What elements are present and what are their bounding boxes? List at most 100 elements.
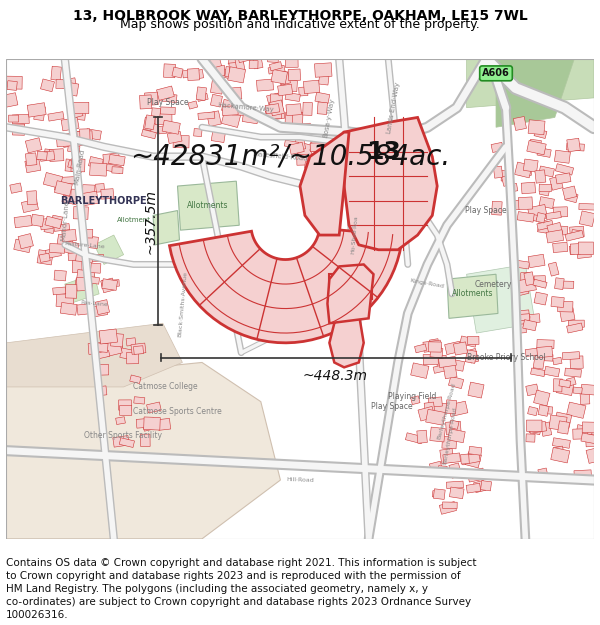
Polygon shape <box>265 104 280 114</box>
Polygon shape <box>533 279 547 288</box>
Polygon shape <box>6 362 280 539</box>
Polygon shape <box>467 264 535 333</box>
Text: Brooke Priory School: Brooke Priory School <box>467 353 545 362</box>
Polygon shape <box>467 468 485 482</box>
Text: Play Space: Play Space <box>147 98 188 107</box>
Polygon shape <box>40 218 53 230</box>
Polygon shape <box>25 138 42 153</box>
Polygon shape <box>44 220 56 234</box>
Polygon shape <box>300 132 349 235</box>
Polygon shape <box>56 79 71 89</box>
Polygon shape <box>582 422 598 433</box>
Polygon shape <box>89 254 104 261</box>
Polygon shape <box>415 344 427 353</box>
Polygon shape <box>508 200 520 209</box>
Text: Allotments: Allotments <box>187 201 229 210</box>
Polygon shape <box>40 79 55 92</box>
Polygon shape <box>31 214 44 227</box>
Polygon shape <box>314 62 332 78</box>
Polygon shape <box>12 114 29 124</box>
Polygon shape <box>228 52 245 67</box>
Polygon shape <box>537 221 553 230</box>
Polygon shape <box>163 64 176 78</box>
Polygon shape <box>430 339 439 349</box>
Polygon shape <box>83 236 98 249</box>
Polygon shape <box>529 421 542 435</box>
Text: Barleythorpe·Road: Barleythorpe·Road <box>437 382 457 441</box>
Polygon shape <box>285 112 295 126</box>
Polygon shape <box>573 429 588 439</box>
Polygon shape <box>203 58 221 70</box>
Polygon shape <box>448 376 464 389</box>
Polygon shape <box>211 81 224 94</box>
Polygon shape <box>526 384 539 396</box>
Polygon shape <box>249 61 258 69</box>
Polygon shape <box>425 409 445 425</box>
Polygon shape <box>465 452 481 468</box>
Polygon shape <box>288 69 301 81</box>
Polygon shape <box>586 425 600 436</box>
Polygon shape <box>73 206 88 219</box>
Polygon shape <box>64 241 79 255</box>
Polygon shape <box>62 138 79 148</box>
Polygon shape <box>271 69 287 84</box>
Polygon shape <box>235 57 245 71</box>
Polygon shape <box>126 338 136 346</box>
Polygon shape <box>305 162 316 169</box>
Polygon shape <box>507 183 518 192</box>
Polygon shape <box>271 94 283 107</box>
Text: Catmose College: Catmose College <box>133 382 198 391</box>
Polygon shape <box>112 345 124 354</box>
Polygon shape <box>533 390 550 406</box>
Polygon shape <box>285 92 301 101</box>
Polygon shape <box>140 434 150 446</box>
Polygon shape <box>74 131 91 144</box>
Polygon shape <box>512 314 530 327</box>
Polygon shape <box>447 274 498 318</box>
Polygon shape <box>586 448 599 463</box>
Polygon shape <box>538 405 549 416</box>
Polygon shape <box>110 333 124 347</box>
Polygon shape <box>6 323 182 387</box>
Polygon shape <box>460 336 477 347</box>
Polygon shape <box>316 146 328 156</box>
Polygon shape <box>57 234 74 248</box>
Polygon shape <box>449 420 459 429</box>
Polygon shape <box>274 109 285 119</box>
Polygon shape <box>61 78 76 88</box>
Polygon shape <box>523 319 537 331</box>
Polygon shape <box>319 75 329 85</box>
Polygon shape <box>278 72 290 85</box>
Polygon shape <box>273 69 286 82</box>
Polygon shape <box>493 166 503 178</box>
Polygon shape <box>549 415 567 431</box>
Text: Play Space: Play Space <box>371 402 413 411</box>
Polygon shape <box>548 262 559 276</box>
Polygon shape <box>96 343 108 352</box>
Polygon shape <box>286 58 298 68</box>
Polygon shape <box>534 276 545 286</box>
Polygon shape <box>539 186 550 196</box>
Polygon shape <box>116 417 125 424</box>
Polygon shape <box>440 449 454 464</box>
Polygon shape <box>162 120 181 134</box>
Polygon shape <box>550 176 563 190</box>
Polygon shape <box>527 406 538 416</box>
Polygon shape <box>43 173 62 188</box>
Polygon shape <box>317 102 328 114</box>
Polygon shape <box>6 76 22 89</box>
Polygon shape <box>61 118 79 131</box>
Polygon shape <box>565 231 584 241</box>
Polygon shape <box>424 402 435 416</box>
Polygon shape <box>554 278 564 289</box>
Polygon shape <box>54 270 67 281</box>
Text: Barleythorpe·Road: Barleythorpe·Road <box>442 407 457 466</box>
Polygon shape <box>238 51 256 62</box>
Polygon shape <box>539 166 554 177</box>
Polygon shape <box>219 68 233 79</box>
Text: Contains OS data © Crown copyright and database right 2021. This information is : Contains OS data © Crown copyright and d… <box>6 558 476 568</box>
Polygon shape <box>60 302 77 315</box>
Polygon shape <box>556 380 574 396</box>
Bar <box>339 292 359 304</box>
Polygon shape <box>18 234 34 249</box>
